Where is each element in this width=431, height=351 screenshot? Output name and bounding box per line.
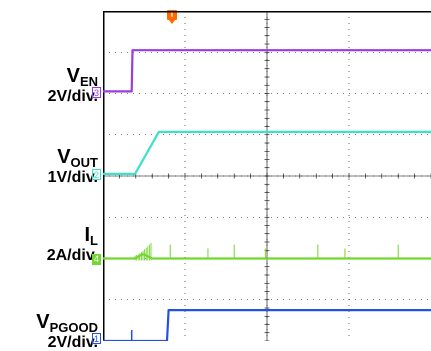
ven-label-sub: EN bbox=[79, 74, 98, 89]
ven-trace bbox=[103, 49, 431, 93]
il-marker: 4 bbox=[92, 254, 101, 265]
vpgood-trace bbox=[103, 309, 431, 341]
il-label-sub: L bbox=[90, 233, 98, 248]
ven-scale: 2V/div. bbox=[47, 88, 98, 105]
trigger-label: T bbox=[169, 10, 175, 19]
vout-label-name: V bbox=[57, 146, 71, 168]
vpgood-label: VPGOOD 2V/div. bbox=[36, 312, 98, 351]
vout-trace bbox=[103, 130, 431, 175]
vout-label: VOUT 1V/div. bbox=[48, 147, 98, 186]
ven-marker: 3 bbox=[92, 87, 101, 98]
plot-traces bbox=[103, 49, 431, 341]
il-label: IL 2A/div. bbox=[47, 225, 98, 264]
il-label-name: I bbox=[84, 224, 91, 246]
il-ripple-burst bbox=[134, 242, 152, 261]
vpgood-scale: 2V/div. bbox=[47, 334, 98, 351]
vout-label-sub: OUT bbox=[70, 155, 98, 170]
vpgood-label-name: V bbox=[36, 311, 50, 333]
il-scale: 2A/div. bbox=[46, 247, 98, 264]
oscilloscope-plot bbox=[103, 11, 431, 341]
vout-scale: 1V/div. bbox=[47, 169, 98, 186]
ven-label: VEN 2V/div. bbox=[48, 66, 98, 105]
vpgood-marker: 1 bbox=[92, 333, 101, 344]
vpgood-label-sub: PGOOD bbox=[49, 320, 98, 335]
vout-marker: 2 bbox=[92, 169, 101, 180]
plot-grid bbox=[103, 11, 431, 341]
ven-label-name: V bbox=[66, 65, 80, 87]
